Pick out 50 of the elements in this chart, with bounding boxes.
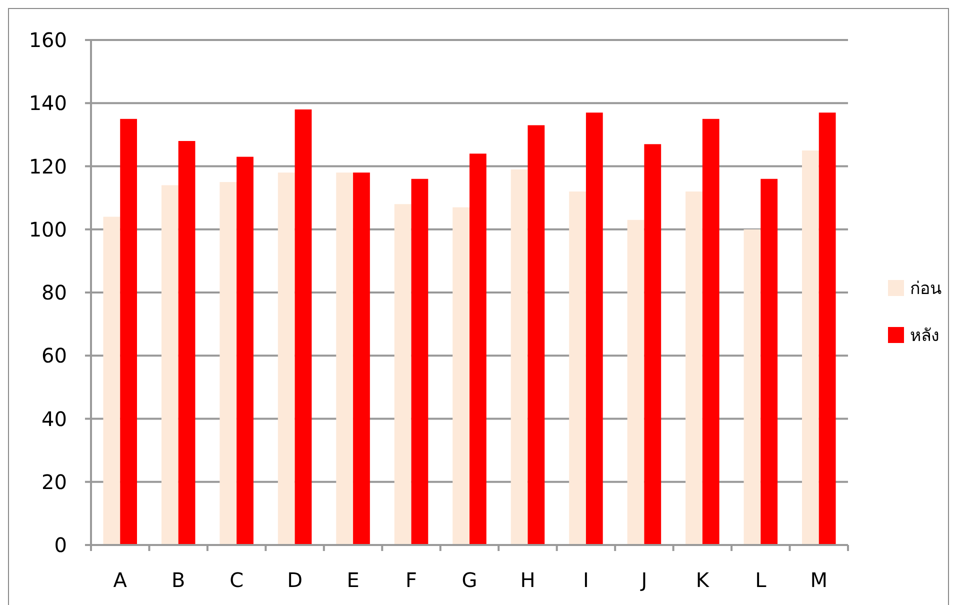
bar (353, 172, 370, 545)
y-tick-label: 120 (28, 154, 67, 178)
x-tick-label: B (171, 568, 186, 592)
x-tick-label: J (639, 568, 648, 592)
x-tick-label: H (520, 568, 536, 592)
y-tick-label: 100 (28, 217, 67, 242)
bar (569, 192, 586, 545)
x-tick-label: I (583, 568, 589, 592)
bar (220, 182, 237, 545)
legend-label: ก่อน (910, 279, 942, 299)
y-tick-label: 140 (28, 91, 67, 116)
y-tick-label: 80 (42, 280, 67, 304)
bar (452, 207, 470, 545)
bar (702, 118, 720, 545)
bar (818, 112, 836, 545)
x-tick-label: E (346, 568, 360, 592)
x-tick-label: D (287, 568, 303, 592)
x-tick-label: L (755, 568, 768, 592)
bar (627, 220, 644, 545)
y-tick-label: 60 (42, 344, 67, 368)
y-tick-label: 40 (42, 406, 67, 431)
bar (294, 109, 312, 545)
x-tick-label: M (810, 568, 828, 592)
y-tick-label: 160 (28, 28, 67, 52)
bar (278, 172, 295, 545)
bar (411, 178, 428, 545)
x-tick-label: K (696, 568, 710, 592)
bar (178, 141, 196, 545)
bar (644, 144, 662, 545)
y-tick-label: 0 (54, 533, 67, 557)
x-tick-label: C (230, 568, 244, 592)
bar (528, 125, 545, 545)
bar (394, 204, 412, 545)
bar (103, 216, 120, 545)
x-tick-label: F (406, 568, 418, 592)
bar (161, 185, 178, 545)
bar (510, 169, 528, 545)
bar (236, 156, 254, 545)
legend-label: หลัง (910, 326, 939, 346)
bar (336, 172, 354, 545)
bar (744, 229, 761, 545)
bar (686, 192, 702, 545)
bar (470, 154, 486, 545)
bar (586, 112, 603, 545)
x-tick-label: A (113, 568, 128, 592)
y-tick-label: 20 (42, 470, 67, 494)
bar (760, 178, 778, 545)
bar (120, 118, 137, 545)
x-tick-label: G (462, 568, 478, 592)
bar (802, 150, 819, 545)
